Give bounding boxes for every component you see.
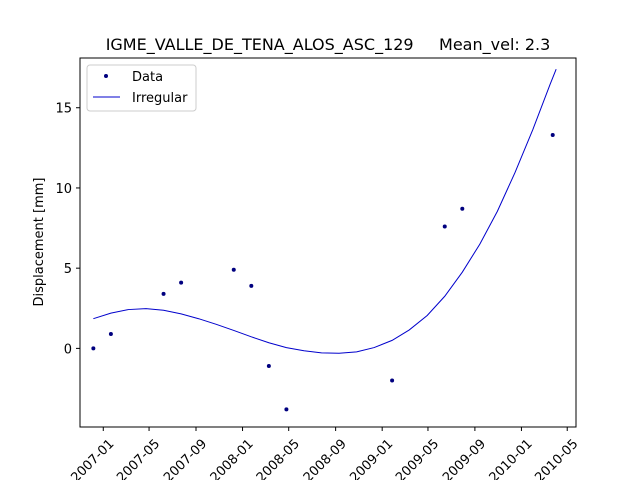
legend-box — [86, 64, 197, 112]
y-axis-label: Displacement [mm] — [32, 178, 47, 307]
legend-entry-irregular: Irregular — [132, 91, 188, 106]
data-point — [284, 407, 289, 412]
data-point — [442, 224, 447, 229]
data-point — [460, 206, 465, 211]
x-tick-label: 2009-09 — [440, 437, 489, 480]
x-tick-label: 2008-01 — [208, 437, 257, 480]
x-tick-label: 2010-01 — [487, 437, 536, 480]
data-point — [161, 291, 166, 296]
data-point — [550, 133, 555, 138]
data-point — [266, 364, 271, 369]
x-tick-label: 2009-05 — [393, 437, 442, 480]
data-point — [231, 267, 236, 272]
x-tick-label: 2007-09 — [161, 437, 210, 480]
x-tick-label: 2007-05 — [114, 437, 163, 480]
y-tick-label: 10 — [55, 182, 72, 197]
data-point — [249, 283, 254, 288]
legend-data-marker — [104, 74, 108, 78]
x-tick-label: 2007-01 — [68, 437, 117, 480]
y-tick-label: 5 — [64, 262, 72, 277]
y-tick-label: 0 — [64, 342, 72, 357]
data-point — [179, 280, 184, 285]
x-tick-label: 2008-05 — [254, 437, 303, 480]
chart-title: IGME_VALLE_DE_TENA_ALOS_ASC_129 Mean_vel… — [106, 35, 551, 55]
series-line-irregular — [93, 69, 557, 354]
x-tick-label: 2009-01 — [347, 437, 396, 480]
data-point — [108, 331, 113, 336]
legend-entry-data: Data — [132, 70, 163, 85]
data-point — [390, 378, 395, 383]
data-point — [91, 346, 96, 351]
x-tick-label: 2008-09 — [301, 437, 350, 480]
legend: Data Irregular — [86, 64, 197, 112]
y-tick-label: 15 — [55, 102, 72, 117]
plot-area-frame — [79, 57, 577, 428]
x-tick-label: 2010-05 — [532, 437, 581, 480]
